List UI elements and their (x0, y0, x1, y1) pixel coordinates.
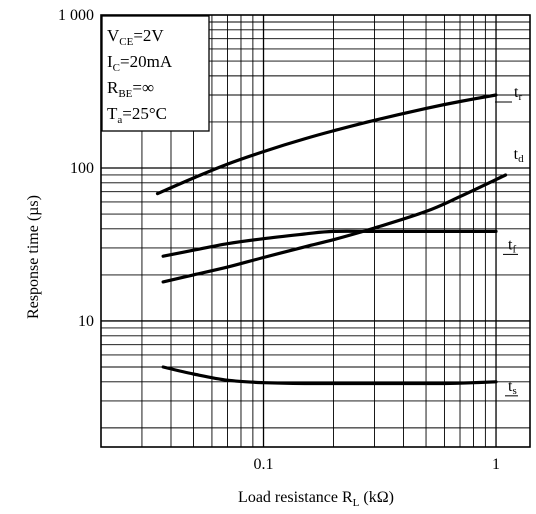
curve-label-t-s: ts (508, 378, 517, 397)
legend-line: VCE=2V (107, 26, 164, 48)
legend-box (101, 15, 210, 132)
curve-t-f (161, 229, 498, 258)
curve-label-t-f: tf (508, 236, 516, 255)
legend-line: Ta=25°C (107, 104, 167, 126)
x-tick-label: 1 (492, 456, 500, 473)
legend-line: RBE=∞ (107, 78, 154, 100)
y-axis-title: Response time (µs) (25, 195, 42, 319)
legend-line: IC=20mA (107, 52, 173, 74)
y-tick-label: 10 (78, 313, 94, 330)
plot-frame (100, 14, 531, 448)
conditions-legend: VCE=2V IC=20mA RBE=∞ Ta=25°C (101, 15, 210, 132)
curve-label-t-d: td (514, 146, 524, 165)
y-tick-label: 1 000 (58, 7, 94, 24)
curves: tr td tf ts (155, 84, 524, 397)
x-axis-title: Load resistance RL (kΩ) (238, 489, 394, 509)
curve-t-s (161, 365, 498, 386)
tick-labels: 0.1 1 10 100 1 000 (58, 7, 500, 473)
x-tick-label: 0.1 (254, 456, 274, 473)
curve-t-r (155, 93, 498, 196)
y-tick-label: 100 (70, 160, 94, 177)
curve-t-d (161, 173, 508, 284)
curve-label-t-r: tr (514, 84, 522, 103)
